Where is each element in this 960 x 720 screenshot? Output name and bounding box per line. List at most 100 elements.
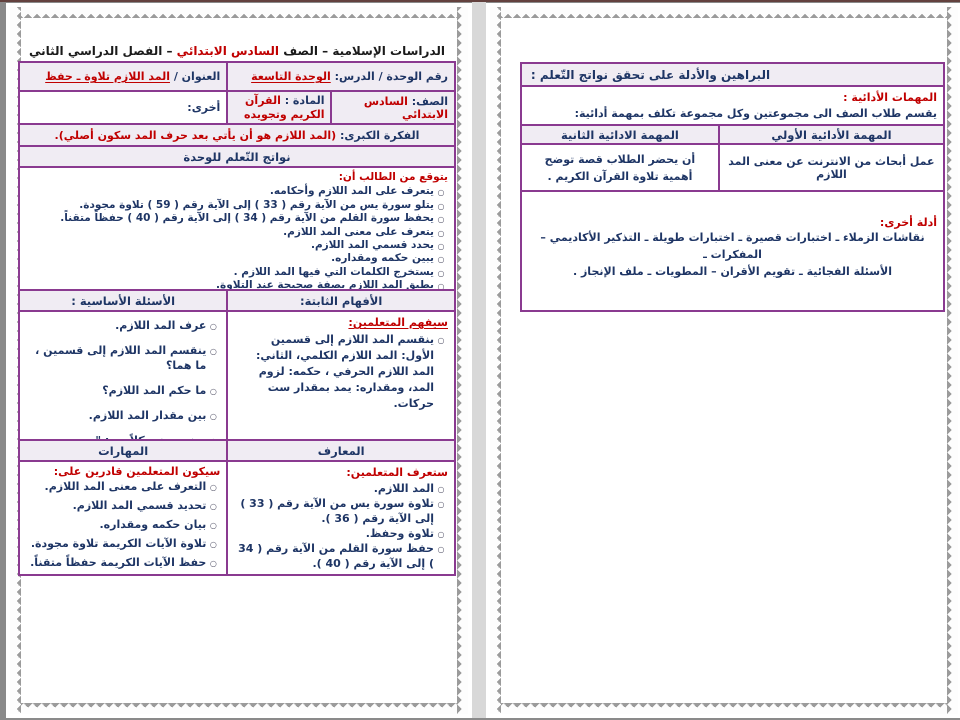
table-row: البراهين والأدلة على تحقق نواتج التّعلم … (522, 64, 943, 85)
expectations-heading: يتوقع من الطالب أن: (338, 171, 448, 183)
lesson-info-table: رقم الوحدة / الدرس: الوحدة التاسعة العنو… (18, 61, 456, 576)
skills-cell: سيكون المتعلمين قادرين على: ○ التعرف على … (20, 462, 229, 574)
circle-bullet-icon: ○ (437, 255, 445, 265)
table-row: يتوقع من الطالب أن: ○ يتعرف على المد اللا… (20, 166, 454, 289)
circle-bullet-icon: ○ (437, 188, 445, 198)
zigzag-border-top-icon (490, 7, 958, 18)
zigzag-border-left-icon (490, 7, 501, 714)
list-item: ○وضح معنى كلاً من: "ومن أنفسهم – ومما لا… (26, 433, 220, 439)
table-row: الصف: السادس الابتدائي المادة : القرآن ا… (20, 90, 454, 123)
circle-bullet-icon: ○ (437, 500, 445, 509)
essential-questions-cell: ○ عرف المد اللازم. ○ ينقسم المد اللازم إلى… (20, 312, 229, 439)
understandings-header: الأفهام الثابتة: (228, 291, 454, 310)
list-item: ○ تلاوة سورة يس من الآية رقم ( 33 ) إلى ا… (234, 496, 448, 526)
list-item: ○ يحدد قسمي المد اللازم. (26, 239, 448, 252)
zigzag-border-bottom-icon (10, 703, 468, 714)
circle-bullet-icon: ○ (437, 268, 445, 278)
list-item: ○ ينقسم المد اللازم إلى قسمين ، ما هما؟ (26, 343, 220, 373)
title-part: – الفصل الدراسي الثاني (28, 44, 177, 58)
list-item: ○ بيان حكمه ومقداره. (26, 517, 220, 532)
table-row: المعارف المهارات (20, 439, 454, 460)
list-item: ○ بين مقدار المد اللازم. (26, 408, 220, 423)
list-item: ○ يحفظ سورة القلم من الآية رقم ( 34 ) إلى… (26, 212, 448, 225)
zigzag-border-bottom-icon (490, 703, 958, 714)
circle-bullet-icon: ○ (437, 282, 445, 289)
grade-cell: الصف: السادس الابتدائي (332, 92, 454, 123)
circle-bullet-icon: ○ (206, 434, 220, 439)
lesson-title-cell: العنوان / المد اللازم تلاوة ـ حفظ (20, 63, 229, 90)
table-row: رقم الوحدة / الدرس: الوحدة التاسعة العنو… (20, 63, 454, 90)
page-evidence: البراهين والأدلة على تحقق نواتج التّعلم … (486, 3, 960, 718)
circle-bullet-icon: ○ (209, 483, 217, 492)
list-item: ○ التعرف على معنى المد اللازم. (26, 479, 220, 494)
task1-cell: عمل أبحاث من الانترنت عن معنى المد اللاز… (728, 154, 935, 181)
circle-bullet-icon: ○ (437, 228, 445, 238)
circle-bullet-icon: ○ (437, 336, 445, 345)
list-item: ○ يبين حكمه ومقداره. (26, 252, 448, 265)
title-grade: السادس الابتدائي (176, 44, 280, 58)
task2-header: المهمة الادائية الثانية (522, 126, 720, 143)
understandings-cell: سيفهم المتعلمين: ○ ينقسم المد اللازم إلى … (228, 312, 454, 439)
list-item: ○ عرف المد اللازم. (26, 318, 220, 333)
zigzag-border-left-icon (10, 7, 21, 714)
document-title: الدراسات الإسلامية – الصف السادس الابتدا… (18, 44, 456, 58)
skills-intro: سيكون المتعلمين قادرين على: (53, 465, 221, 478)
expectations-cell: يتوقع من الطالب أن: ○ يتعرف على المد اللا… (20, 168, 454, 289)
unit-number-cell: رقم الوحدة / الدرس: الوحدة التاسعة (228, 63, 454, 90)
other-evidence-line: الأسئلة الفجائية ـ تقويم الأقران – المطو… (572, 265, 893, 278)
list-item: ○ حفظ سورة القلم من الآية رقم ( 34 ) إلى … (234, 541, 448, 571)
understandings-intro: سيفهم المتعلمين: (348, 316, 448, 329)
list-item: ○ يتعرف على معنى المد اللازم. (26, 226, 448, 239)
circle-bullet-icon: ○ (437, 530, 445, 539)
table-row: عمل أبحاث من الانترنت عن معنى المد اللاز… (522, 143, 943, 190)
circle-bullet-icon: ○ (209, 322, 217, 331)
skills-header: المهارات (20, 441, 229, 460)
circle-bullet-icon: ○ (209, 559, 217, 568)
list-item: ○ يتعرف على المد اللازم وأحكامه. (26, 185, 448, 198)
performance-tasks-cell: المهمات الأدائية : يقسم طلاب الصف الى مج… (522, 87, 943, 124)
table-row: أدلة أخرى: نقاشات الزملاء ـ اختبارات قصي… (522, 190, 943, 310)
title-part: الدراسات الإسلامية – الصف (279, 44, 445, 58)
table-row: نواتج التّعلم للوحدة (20, 145, 454, 166)
table-row: الأفهام الثابتة: الأسئلة الأساسية : (20, 289, 454, 310)
other-evidence-line: نقاشات الزملاء ـ اختبارات قصيرة ـ اختبار… (540, 231, 925, 261)
circle-bullet-icon: ○ (437, 242, 445, 252)
list-item: ○ يستخرج الكلمات التي فيها المد اللازم . (26, 266, 448, 279)
table-row: سيفهم المتعلمين: ○ ينقسم المد اللازم إلى … (20, 310, 454, 439)
page-lesson-plan: الدراسات الإسلامية – الصف السادس الابتدا… (6, 3, 472, 718)
circle-bullet-icon: ○ (209, 502, 217, 511)
performance-tasks-heading: المهمات الأدائية : (843, 91, 937, 104)
circle-bullet-icon: ○ (209, 540, 217, 549)
list-item: ○ يتلو سورة يس من الآية رقم ( 33 ) إلى ال… (26, 199, 448, 212)
table-row: المهمات الأدائية : يقسم طلاب الصف الى مج… (522, 85, 943, 124)
list-item: ○ ما حكم المد اللازم؟ (26, 383, 220, 398)
essential-questions-header: الأسئلة الأساسية : (20, 291, 229, 310)
zigzag-border-right-icon (947, 7, 958, 714)
window-top-edge (0, 0, 960, 2)
list-item: ○ يطبق المد اللازم بصفة صحيحة عند التلاوة… (26, 279, 448, 289)
subject-cell: المادة : القرآن الكريم وتجويده (228, 92, 333, 123)
circle-bullet-icon: ○ (209, 347, 217, 356)
circle-bullet-icon: ○ (437, 485, 445, 494)
table-row: المهمة الأدائية الأولي المهمة الادائية ا… (522, 124, 943, 143)
list-item: ○ تلاوة وحفظ. (234, 526, 448, 541)
circle-bullet-icon: ○ (437, 215, 445, 225)
knowledge-cell: ستعرف المتعلمين: ○ المد اللازم. ○ تلاوة سو… (228, 462, 454, 574)
circle-bullet-icon: ○ (209, 412, 217, 421)
zigzag-border-top-icon (10, 7, 468, 18)
knowledge-intro: ستعرف المتعلمين: (346, 466, 448, 479)
big-idea-cell: الفكرة الكبرى: (المد اللازم هو أن يأتي ب… (20, 125, 454, 145)
list-item: ○ حفظ الآيات الكريمة حفظاً متقناً. (26, 555, 220, 570)
other-evidence-cell: أدلة أخرى: نقاشات الزملاء ـ اختبارات قصي… (522, 192, 943, 310)
circle-bullet-icon: ○ (437, 545, 445, 554)
zigzag-border-right-icon (457, 7, 468, 714)
evidence-table: البراهين والأدلة على تحقق نواتج التّعلم … (520, 62, 945, 312)
unit-outcomes-header: نواتج التّعلم للوحدة (20, 147, 454, 166)
table-row: ستعرف المتعلمين: ○ المد اللازم. ○ تلاوة سو… (20, 460, 454, 574)
other-evidence-heading: أدلة أخرى: (879, 216, 937, 229)
list-item: ○ ينقسم المد اللازم إلى قسمين الأول: المد… (234, 332, 448, 412)
circle-bullet-icon: ○ (437, 201, 445, 211)
evidence-header: البراهين والأدلة على تحقق نواتج التّعلم … (522, 64, 943, 85)
knowledge-header: المعارف (228, 441, 454, 460)
